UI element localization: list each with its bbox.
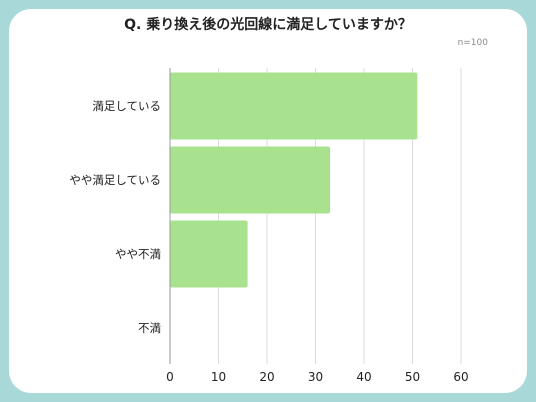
- x-tick-label: 30: [308, 370, 323, 384]
- category-label: 満足している: [92, 99, 161, 113]
- x-tick-label: 50: [405, 370, 420, 384]
- bar: [170, 146, 331, 214]
- sample-size-note: n=100: [457, 38, 488, 48]
- x-tick-label: 0: [166, 370, 174, 384]
- chart-title: Q. 乗り換え後の光回線に満足していますか？: [124, 17, 412, 33]
- bar: [170, 220, 248, 288]
- bar: [170, 72, 418, 140]
- category-label: 不満: [138, 321, 161, 335]
- x-tick-label: 10: [211, 370, 226, 384]
- x-tick-label: 40: [356, 370, 371, 384]
- x-tick-label: 20: [259, 370, 274, 384]
- bars: [170, 72, 418, 288]
- x-tick-label: 60: [453, 370, 468, 384]
- category-label: やや不満: [115, 247, 161, 261]
- category-label: やや満足している: [69, 173, 161, 187]
